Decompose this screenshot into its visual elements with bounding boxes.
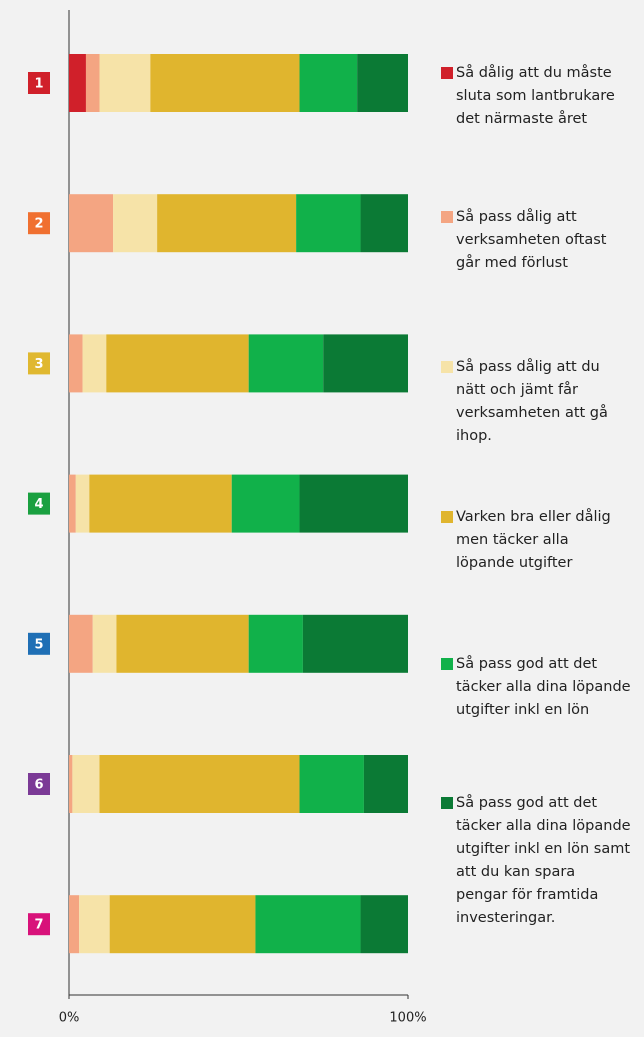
bar-segment <box>106 334 249 393</box>
category-badge <box>28 632 50 655</box>
category-label: 1 <box>34 77 43 92</box>
bar-segment <box>357 54 408 112</box>
category-label: 6 <box>34 778 43 793</box>
bar-segment <box>99 755 300 813</box>
bar-segment <box>89 474 232 533</box>
bar-segment <box>360 895 408 954</box>
legend-item: Så pass god att det täcker alla dina löp… <box>441 653 631 722</box>
x-tick-label: 0% <box>59 1011 80 1026</box>
bar-segment <box>69 334 83 393</box>
category-badge <box>28 913 50 936</box>
category-badge <box>28 492 50 515</box>
bar-segment <box>248 614 303 673</box>
bar-segment <box>69 614 93 673</box>
legend-swatch <box>441 211 453 223</box>
bar-segment <box>99 54 151 112</box>
bar-segment <box>116 614 249 673</box>
legend-swatch <box>441 67 453 79</box>
x-tick-label: 100% <box>389 1011 426 1026</box>
legend-item: Så pass dålig att du nätt och jämt får v… <box>441 356 631 448</box>
bar-segment <box>69 54 86 112</box>
bar-segment <box>296 194 361 253</box>
legend-swatch <box>441 797 453 809</box>
legend-item: Så pass god att det täcker alla dina löp… <box>441 792 631 930</box>
bar-segment <box>82 334 107 393</box>
legend-label: Varken bra eller dålig men täcker alla l… <box>456 509 611 571</box>
legend-label: Så pass god att det täcker alla dina löp… <box>456 795 631 926</box>
legend-swatch <box>441 361 453 373</box>
bar-segment <box>323 334 408 393</box>
bar-segment <box>69 194 114 253</box>
bar-segment <box>255 895 361 954</box>
bar-segment <box>69 474 76 533</box>
bar-segment <box>79 895 110 954</box>
category-badge <box>28 212 50 235</box>
bar-segment <box>299 54 358 112</box>
bar-segment <box>150 54 300 112</box>
bar-segment <box>75 474 90 533</box>
legend-label: Så pass dålig att du nätt och jämt får v… <box>456 359 608 444</box>
bar-segment <box>85 54 100 112</box>
bar-segment <box>69 895 80 954</box>
bar-segment <box>363 755 408 813</box>
category-label: 5 <box>34 637 43 652</box>
legend-item: Varken bra eller dålig men täcker alla l… <box>441 506 631 575</box>
bar-segment <box>302 614 408 673</box>
bar-segment <box>231 474 300 533</box>
bar-segment <box>360 194 408 253</box>
bar-segment <box>92 614 117 673</box>
bar-segment <box>72 755 100 813</box>
legend-swatch <box>441 658 453 670</box>
category-label: 7 <box>34 918 43 933</box>
bar-segment <box>69 755 73 813</box>
bar-segment <box>299 474 408 533</box>
legend-item: Så pass dålig att verksamheten oftast gå… <box>441 206 631 275</box>
legend-item: Så dålig att du måste sluta som lantbruk… <box>441 62 631 131</box>
category-label: 2 <box>34 217 43 232</box>
bar-segment <box>299 755 364 813</box>
legend-label: Så dålig att du måste sluta som lantbruk… <box>456 65 615 127</box>
legend-swatch <box>441 511 453 523</box>
category-label: 3 <box>34 357 43 372</box>
bar-segment <box>113 194 158 253</box>
category-badge <box>28 352 50 375</box>
bar-segment <box>109 895 256 954</box>
bar-segment <box>248 334 324 393</box>
bar-segment <box>157 194 297 253</box>
legend-label: Så pass dålig att verksamheten oftast gå… <box>456 209 607 271</box>
category-badge <box>28 72 50 94</box>
legend-label: Så pass god att det täcker alla dina löp… <box>456 656 631 718</box>
category-label: 4 <box>34 497 43 512</box>
category-badge <box>28 773 50 795</box>
